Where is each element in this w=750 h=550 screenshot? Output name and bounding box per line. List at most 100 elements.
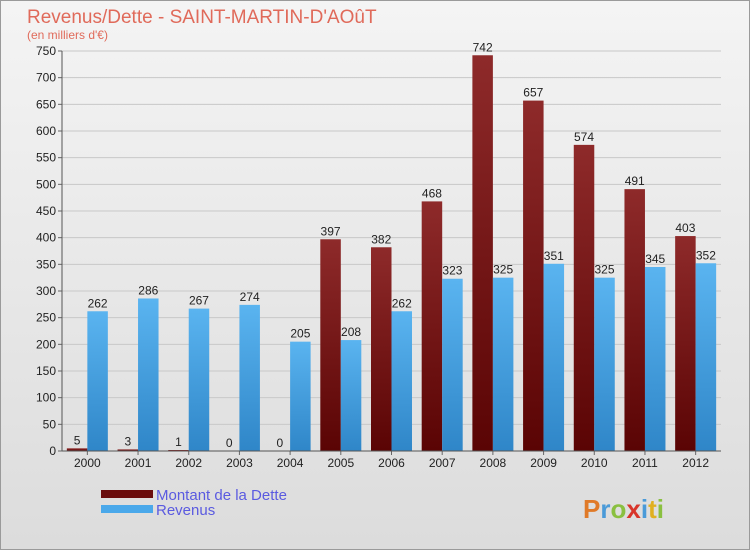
- value-label: 351: [544, 249, 564, 263]
- y-tick-label: 500: [36, 177, 56, 191]
- logo-letter: r: [600, 494, 610, 524]
- bar-debt: [523, 100, 544, 451]
- value-label: 352: [696, 248, 716, 262]
- bars: [66, 55, 717, 452]
- logo-letter: i: [641, 494, 648, 524]
- value-label: 491: [625, 174, 645, 188]
- x-tick-label: 2007: [429, 456, 456, 470]
- y-tick-label: 100: [36, 391, 56, 405]
- legend-label-debt: Montant de la Dette: [156, 487, 287, 504]
- value-label: 742: [473, 40, 493, 54]
- value-label: 286: [138, 283, 158, 297]
- logo-text: Proxiti: [583, 494, 664, 524]
- chart-title: Revenus/Dette - SAINT-MARTIN-D'AOûT: [27, 7, 377, 28]
- value-label: 208: [341, 325, 361, 339]
- value-label: 468: [422, 186, 442, 200]
- y-tick-label: 150: [36, 364, 56, 378]
- y-tick-label: 300: [36, 284, 56, 298]
- value-label: 3: [124, 434, 131, 448]
- x-tick-label: 2003: [226, 456, 253, 470]
- value-labels: 5 262 3 286 1 267 0 274 0 205 397 208 382 262 468 323 74…: [74, 40, 716, 450]
- bar-revenus: [188, 308, 210, 451]
- value-label: 325: [493, 263, 513, 277]
- x-axis-ticks: 2000 2001 2002 2003 2004 2005 2006 2007 2008 2009…: [74, 451, 709, 470]
- value-label: 657: [523, 86, 543, 100]
- bar-revenus: [594, 277, 615, 451]
- y-tick-label: 350: [36, 257, 56, 271]
- bar-debt: [573, 144, 595, 451]
- y-tick-label: 250: [36, 311, 56, 325]
- x-tick-label: 2009: [530, 456, 557, 470]
- bar-revenus: [695, 263, 717, 451]
- bar-debt: [472, 55, 493, 452]
- bar-debt: [421, 201, 443, 451]
- x-tick-label: 2005: [327, 456, 354, 470]
- bar-debt: [117, 449, 139, 451]
- value-label: 1: [175, 435, 182, 449]
- bar-revenus: [290, 341, 311, 451]
- value-label: 323: [442, 264, 462, 278]
- value-label: 205: [290, 327, 310, 341]
- y-tick-label: 200: [36, 337, 56, 351]
- x-tick-label: 2011: [632, 456, 658, 470]
- legend: Montant de la Dette Revenus: [101, 487, 287, 519]
- logo-letter: t: [648, 494, 657, 524]
- x-tick-label: 2010: [581, 456, 608, 470]
- bar-revenus: [87, 311, 108, 451]
- bar-revenus: [543, 263, 565, 451]
- y-tick-label: 0: [49, 444, 56, 458]
- value-label: 262: [88, 296, 108, 310]
- value-label: 0: [226, 436, 233, 450]
- logo-letter: x: [626, 494, 641, 524]
- value-label: 0: [277, 436, 284, 450]
- bar-revenus: [138, 298, 159, 451]
- bar-debt: [66, 448, 88, 451]
- y-tick-label: 600: [36, 124, 56, 138]
- value-label: 5: [74, 433, 81, 447]
- value-label: 267: [189, 294, 209, 308]
- legend-label-revenus: Revenus: [156, 502, 215, 519]
- bar-debt: [371, 247, 392, 451]
- bar-revenus: [442, 278, 463, 451]
- value-label: 403: [675, 221, 695, 235]
- legend-swatch-debt: [101, 490, 153, 498]
- logo-letter: P: [583, 494, 600, 524]
- chart-subtitle: (en milliers d'€): [27, 28, 108, 42]
- y-tick-label: 550: [36, 151, 56, 165]
- bar-debt: [624, 189, 645, 451]
- bar-debt: [320, 239, 341, 451]
- x-tick-label: 2002: [175, 456, 202, 470]
- value-label: 382: [371, 232, 391, 246]
- bar-revenus: [340, 340, 362, 451]
- y-tick-label: 650: [36, 97, 56, 111]
- y-tick-label: 400: [36, 231, 56, 245]
- logo-letter: i: [657, 494, 664, 524]
- bar-debt: [675, 236, 696, 451]
- bar-revenus: [492, 277, 514, 451]
- y-tick-label: 450: [36, 204, 56, 218]
- bar-revenus: [644, 267, 666, 451]
- bar-revenus: [239, 304, 260, 451]
- value-label: 397: [321, 224, 341, 238]
- value-label: 345: [645, 252, 665, 266]
- legend-swatch-revenus: [101, 505, 153, 513]
- logo-letter: o: [610, 494, 626, 524]
- x-tick-label: 2004: [277, 456, 304, 470]
- x-tick-label: 2006: [378, 456, 405, 470]
- y-tick-label: 750: [36, 44, 56, 58]
- x-tick-label: 2000: [74, 456, 101, 470]
- x-tick-label: 2001: [125, 456, 152, 470]
- y-axis-ticks: 0 50 100 150 200 250 300 350 400 450 500 550 600 650 7…: [36, 44, 62, 458]
- value-label: 325: [595, 263, 615, 277]
- value-label: 274: [240, 290, 260, 304]
- y-tick-label: 700: [36, 71, 56, 85]
- value-label: 574: [574, 130, 594, 144]
- y-tick-label: 50: [43, 417, 57, 431]
- x-tick-label: 2008: [480, 456, 507, 470]
- value-label: 262: [392, 296, 412, 310]
- bar-revenus: [391, 311, 412, 451]
- x-tick-label: 2012: [682, 456, 709, 470]
- proxiti-logo: Proxiti: [583, 494, 664, 524]
